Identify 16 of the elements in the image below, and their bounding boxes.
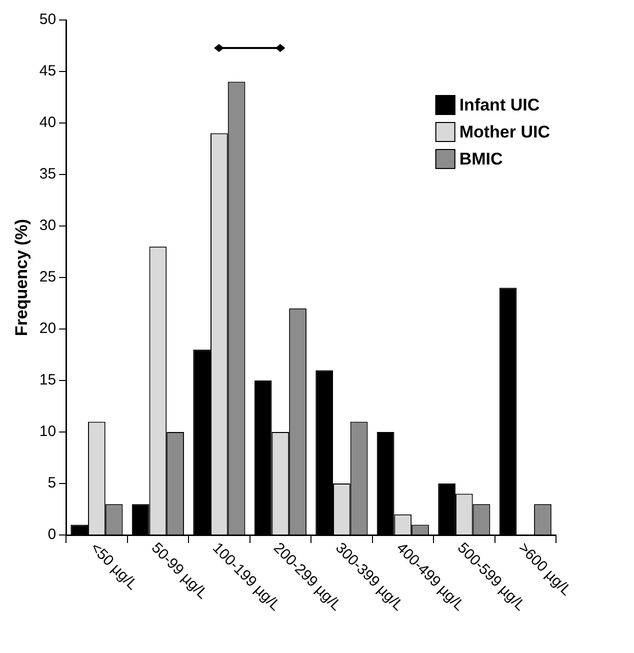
- y-tick-label: 25: [39, 268, 56, 286]
- y-tick-label: 10: [39, 423, 56, 440]
- y-tick-label: 40: [39, 114, 56, 132]
- y-tick-label: 15: [39, 372, 56, 389]
- y-tick-label: 45: [39, 62, 56, 80]
- y-axis-title: Frequency (%): [12, 218, 31, 336]
- legend-label: Mother UIC: [459, 122, 550, 142]
- x-tick-label: <50 µg/L: [86, 539, 141, 594]
- y-tick-label: 0: [48, 526, 56, 544]
- legend-label: BMIC: [459, 150, 503, 169]
- y-tick-label: 50: [39, 11, 56, 28]
- y-tick-label: 5: [48, 474, 56, 492]
- y-tick-label: 30: [39, 217, 56, 234]
- y-tick-label: 20: [39, 320, 56, 338]
- legend-label: Infant UIC: [459, 96, 540, 115]
- y-tick-label: 35: [39, 166, 56, 183]
